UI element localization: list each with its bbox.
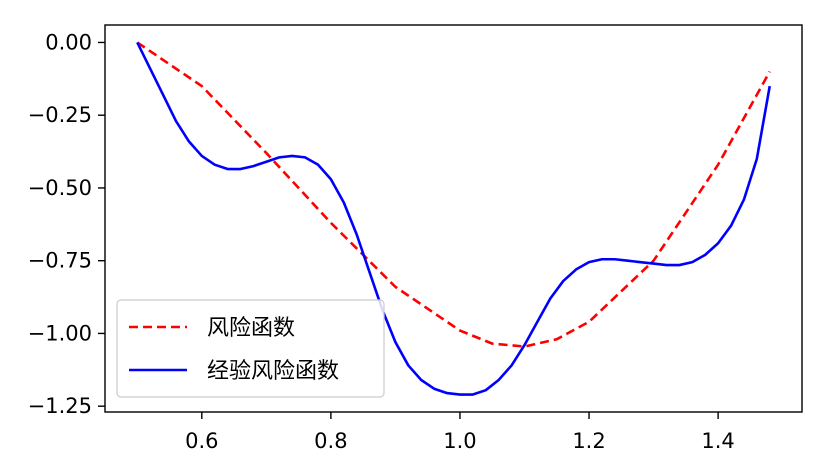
legend-box <box>116 299 385 398</box>
series-group <box>136 41 772 396</box>
plot-frame <box>104 24 803 413</box>
y-axis-ticks: 0.00 −0.25 −0.50 −0.75 −1.00 −1.25 <box>28 30 105 418</box>
series-line-1 <box>136 41 771 348</box>
x-tick-label: 1.2 <box>572 429 605 453</box>
x-tick-label: 1.0 <box>443 429 476 453</box>
x-tick-label: 1.4 <box>701 429 734 453</box>
y-tick-label: −1.25 <box>28 394 92 418</box>
x-axis-ticks: 0.6 0.8 1.0 1.2 1.4 <box>185 412 735 453</box>
y-tick-label: −0.75 <box>28 249 92 273</box>
legend-label-2: 经验风险函数 <box>207 359 339 384</box>
y-tick-label: −0.50 <box>28 176 92 200</box>
series-line-2 <box>136 41 772 396</box>
y-tick-label: −1.00 <box>28 321 92 345</box>
legend-label-1: 风险函数 <box>207 316 295 341</box>
x-tick-label: 0.8 <box>314 429 347 453</box>
y-tick-label: 0.00 <box>45 30 92 54</box>
y-tick-label: −0.25 <box>28 103 92 127</box>
x-tick-label: 0.6 <box>185 429 218 453</box>
